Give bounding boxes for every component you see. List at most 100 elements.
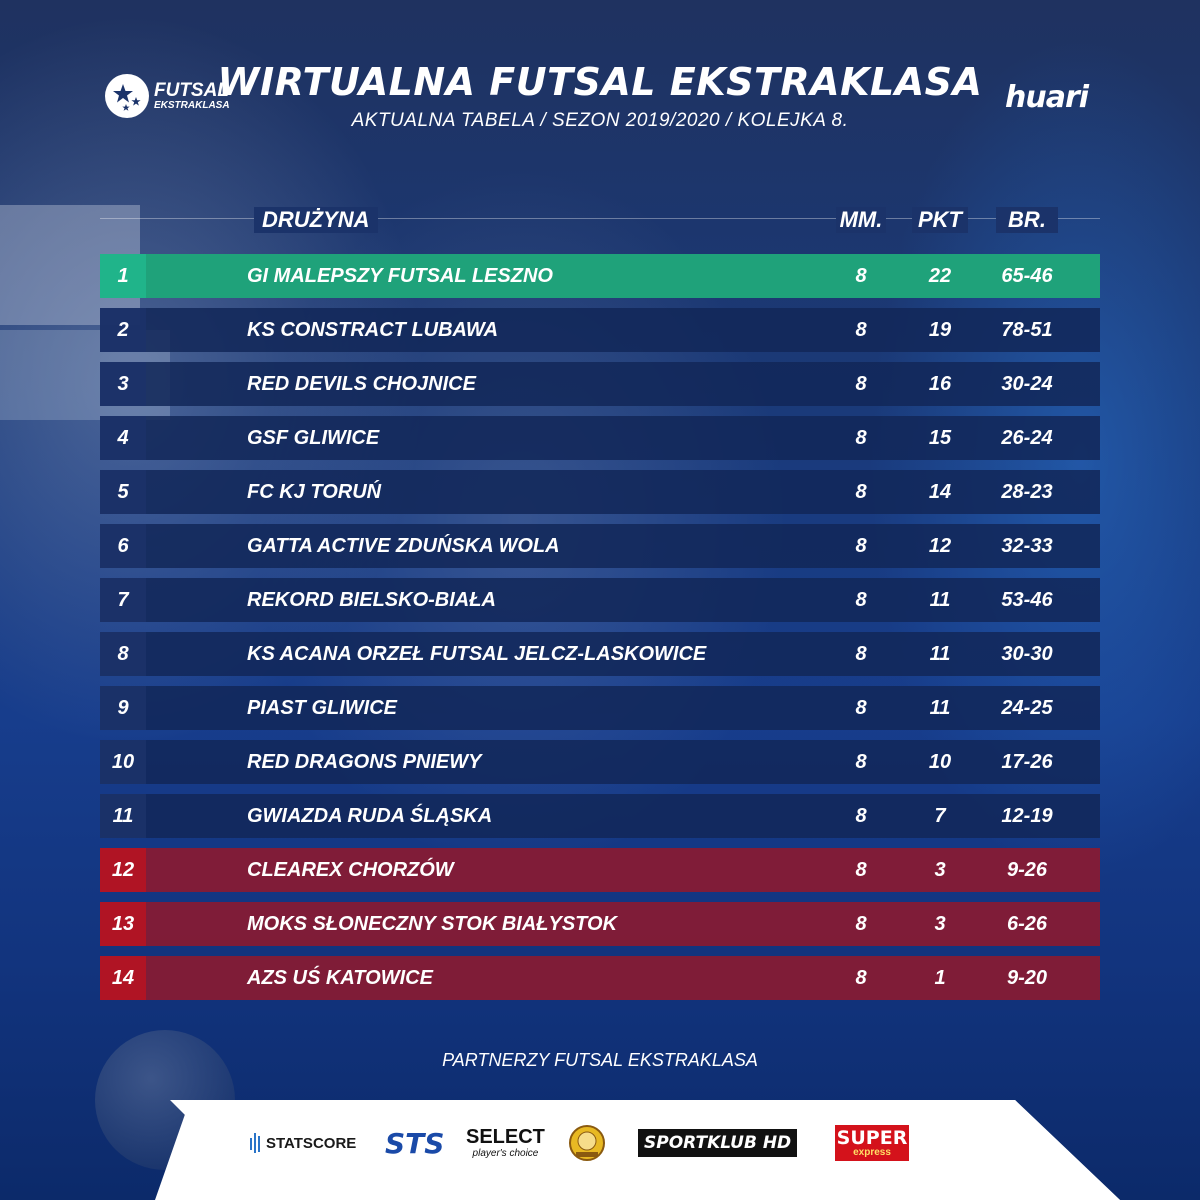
goals-cell: 30-30	[1001, 643, 1053, 665]
team-cell: FC KJ TORUŃ	[247, 481, 382, 503]
table-row: 11 GWIAZDA RUDA ŚLĄSKA 8 7 12-19	[100, 794, 1100, 838]
table-row: 10 RED DRAGONS PNIEWY 8 10 17-26	[100, 740, 1100, 784]
goals-cell: 9-26	[1006, 859, 1048, 881]
position-cell: 5	[100, 470, 146, 514]
table-row: 6 GATTA ACTIVE ZDUŃSKA WOLA 8 12 32-33	[100, 524, 1100, 568]
crest-icon	[568, 1123, 606, 1163]
points-cell: 10	[928, 751, 952, 773]
table-row: 12 CLEAREX CHORZÓW 8 3 9-26	[100, 848, 1100, 892]
page-title: WIRTUALNA FUTSAL EKSTRAKLASA	[217, 60, 983, 104]
team-cell: GSF GLIWICE	[247, 427, 380, 449]
matches-cell: 8	[855, 697, 867, 719]
goals-cell: 6-26	[1006, 913, 1048, 935]
table-row: 3 RED DEVILS CHOJNICE 8 16 30-24	[100, 362, 1100, 406]
team-cell: CLEAREX CHORZÓW	[247, 859, 454, 881]
position-cell: 8	[100, 632, 146, 676]
futsal-ekstraklasa-logo: FUTSAL EKSTRAKLASA	[105, 73, 230, 119]
partners-label: PARTNERZY FUTSAL EKSTRAKLASA	[442, 1050, 758, 1070]
goals-cell: 26-24	[1001, 427, 1053, 449]
goals-cell: 17-26	[1001, 751, 1053, 773]
select-tagline: player's choice	[472, 1148, 539, 1159]
points-cell: 14	[928, 481, 952, 503]
logo-text-ekstraklasa: EKSTRAKLASA	[154, 100, 230, 111]
table-row: 1 GI MALEPSZY FUTSAL LESZNO 8 22 65-46	[100, 254, 1100, 298]
points-cell: 3	[934, 859, 946, 881]
select-text: SELECT	[466, 1126, 545, 1148]
table-row: 7 REKORD BIELSKO-BIAŁA 8 11 53-46	[100, 578, 1100, 622]
team-cell: REKORD BIELSKO-BIAŁA	[247, 589, 496, 611]
table-header: DRUŻYNA MM. PKT BR.	[100, 202, 1100, 238]
points-cell: 22	[928, 265, 952, 287]
logo-text-futsal: FUTSAL	[154, 80, 229, 101]
column-header-team: DRUŻYNA	[254, 207, 378, 233]
super-express-logo: SUPER express	[835, 1125, 909, 1161]
statscore-text: STATSCORE	[266, 1134, 357, 1152]
points-cell: 19	[928, 319, 952, 341]
position-cell: 4	[100, 416, 146, 460]
goals-cell: 9-20	[1006, 967, 1048, 989]
huari-logo: huari	[1005, 80, 1089, 115]
select-logo: SELECT player's choice	[466, 1123, 545, 1163]
sts-logo: STS	[385, 1126, 445, 1160]
matches-cell: 8	[855, 913, 867, 935]
team-cell: KS ACANA ORZEŁ FUTSAL JELCZ-LASKOWICE	[247, 643, 707, 665]
position-cell: 2	[100, 308, 146, 352]
statscore-logo: STATSCORE	[250, 1123, 356, 1163]
matches-cell: 8	[855, 859, 867, 881]
goals-cell: 53-46	[1001, 589, 1053, 611]
matches-cell: 8	[855, 373, 867, 395]
position-cell: 6	[100, 524, 146, 568]
matches-cell: 8	[855, 481, 867, 503]
header-divider	[100, 218, 1100, 219]
team-cell: RED DEVILS CHOJNICE	[247, 373, 476, 395]
points-cell: 15	[928, 427, 952, 449]
matches-cell: 8	[855, 643, 867, 665]
goals-cell: 32-33	[1001, 535, 1053, 557]
matches-cell: 8	[855, 805, 867, 827]
matches-cell: 8	[855, 751, 867, 773]
column-header-pkt: PKT	[912, 207, 968, 233]
page-subtitle: AKTUALNA TABELA / SEZON 2019/2020 / KOLE…	[351, 110, 849, 131]
team-cell: RED DRAGONS PNIEWY	[247, 751, 482, 773]
table-row: 13 MOKS SŁONECZNY STOK BIAŁYSTOK 8 3 6-2…	[100, 902, 1100, 946]
standings-table: 1 GI MALEPSZY FUTSAL LESZNO 8 22 65-46 2…	[100, 254, 1100, 1010]
team-cell: AZS UŚ KATOWICE	[247, 967, 433, 989]
matches-cell: 8	[855, 535, 867, 557]
table-row: 4 GSF GLIWICE 8 15 26-24	[100, 416, 1100, 460]
goals-cell: 24-25	[1001, 697, 1053, 719]
team-cell: KS CONSTRACT LUBAWA	[247, 319, 499, 341]
position-cell: 10	[100, 740, 146, 784]
goals-cell: 65-46	[1001, 265, 1053, 287]
points-cell: 3	[934, 913, 946, 935]
points-cell: 1	[934, 967, 946, 989]
team-cell: MOKS SŁONECZNY STOK BIAŁYSTOK	[247, 913, 618, 935]
goals-cell: 28-23	[1001, 481, 1053, 503]
star-ball-icon	[105, 74, 149, 118]
table-row: 8 KS ACANA ORZEŁ FUTSAL JELCZ-LASKOWICE …	[100, 632, 1100, 676]
team-cell: PIAST GLIWICE	[247, 697, 397, 719]
matches-cell: 8	[855, 967, 867, 989]
points-cell: 11	[929, 643, 951, 665]
goals-cell: 30-24	[1001, 373, 1053, 395]
position-cell: 1	[100, 254, 146, 298]
team-cell: GWIAZDA RUDA ŚLĄSKA	[247, 805, 493, 827]
goals-cell: 12-19	[1001, 805, 1053, 827]
team-cell: GATTA ACTIVE ZDUŃSKA WOLA	[247, 535, 560, 557]
points-cell: 11	[929, 589, 951, 611]
points-cell: 16	[928, 373, 952, 395]
column-header-br: BR.	[996, 207, 1058, 233]
position-cell: 9	[100, 686, 146, 730]
column-header-mm: MM.	[836, 207, 886, 233]
table-row: 5 FC KJ TORUŃ 8 14 28-23	[100, 470, 1100, 514]
table-row: 14 AZS UŚ KATOWICE 8 1 9-20	[100, 956, 1100, 1000]
points-cell: 12	[928, 535, 952, 557]
header: WIRTUALNA FUTSAL EKSTRAKLASA AKTUALNA TA…	[0, 60, 1200, 132]
sportklub-logo: SPORTKLUB HD	[638, 1129, 798, 1157]
table-row: 9 PIAST GLIWICE 8 11 24-25	[100, 686, 1100, 730]
matches-cell: 8	[855, 265, 867, 287]
matches-cell: 8	[855, 589, 867, 611]
position-cell: 11	[100, 794, 146, 838]
express-text: express	[853, 1146, 891, 1158]
position-cell: 14	[100, 956, 146, 1000]
team-cell: GI MALEPSZY FUTSAL LESZNO	[247, 265, 553, 287]
